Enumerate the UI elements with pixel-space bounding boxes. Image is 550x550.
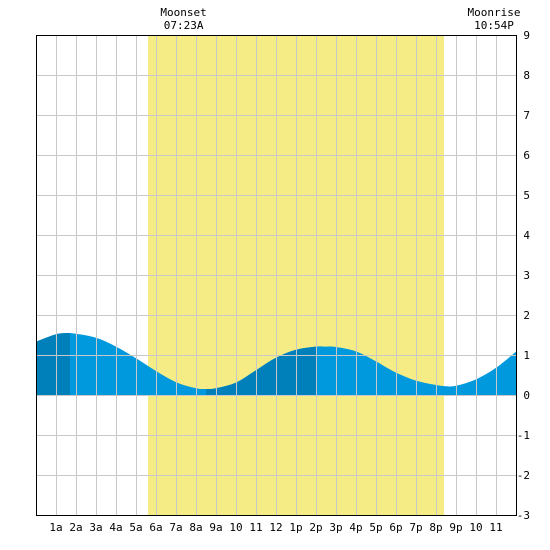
y-axis-labels: 9 8 7 6 5 4 3 2 1 0 -1 -2 -3	[517, 29, 531, 522]
y-tick-label: -1	[517, 429, 530, 442]
x-tick-label: 8p	[429, 521, 442, 534]
y-tick-label: 9	[523, 29, 530, 42]
grid-layer	[36, 35, 516, 515]
x-tick-label: 1a	[49, 521, 62, 534]
x-tick-label: 4p	[349, 521, 362, 534]
x-tick-label: 10	[229, 521, 242, 534]
x-tick-label: 9p	[449, 521, 462, 534]
y-tick-label: -2	[517, 469, 530, 482]
x-tick-label: 3a	[89, 521, 102, 534]
x-tick-label: 8a	[189, 521, 202, 534]
y-tick-label: 2	[523, 309, 530, 322]
y-tick-label: 4	[523, 229, 530, 242]
moon-event-label: Moonset	[160, 6, 206, 19]
x-tick-label: 5p	[369, 521, 382, 534]
x-tick-label: 12	[269, 521, 282, 534]
x-tick-label: 11	[489, 521, 502, 534]
tide-mark-band-0	[36, 332, 70, 395]
x-tick-label: 2a	[69, 521, 82, 534]
x-tick-label: 7p	[409, 521, 422, 534]
x-axis-labels: 1a 2a 3a 4a 5a 6a 7a 8a 9a 10 11 12 1p 2p 3p 4p 5p 6p 7p 8p…	[49, 521, 502, 534]
moon-event-time: 07:23A	[164, 19, 204, 32]
moon-event-label: Moonrise	[468, 6, 521, 19]
x-tick-label: 9a	[209, 521, 222, 534]
y-tick-label: 6	[523, 149, 530, 162]
x-tick-label: 7a	[169, 521, 182, 534]
y-tick-label: 0	[523, 389, 530, 402]
x-tick-label: 6a	[149, 521, 162, 534]
y-tick-label: 1	[523, 349, 530, 362]
y-tick-label: 8	[523, 69, 530, 82]
moon-event-time: 10:54P	[474, 19, 514, 32]
x-tick-label: 10	[469, 521, 482, 534]
y-tick-label: -3	[517, 509, 530, 522]
x-tick-label: 3p	[329, 521, 342, 534]
y-tick-label: 7	[523, 109, 530, 122]
x-tick-label: 1p	[289, 521, 302, 534]
x-tick-label: 11	[249, 521, 262, 534]
y-tick-label: 3	[523, 269, 530, 282]
plot-frame	[36, 35, 517, 516]
x-tick-label: 5a	[129, 521, 142, 534]
x-tick-label: 2p	[309, 521, 322, 534]
y-tick-label: 5	[523, 189, 530, 202]
x-tick-label: 6p	[389, 521, 402, 534]
x-tick-label: 4a	[109, 521, 122, 534]
